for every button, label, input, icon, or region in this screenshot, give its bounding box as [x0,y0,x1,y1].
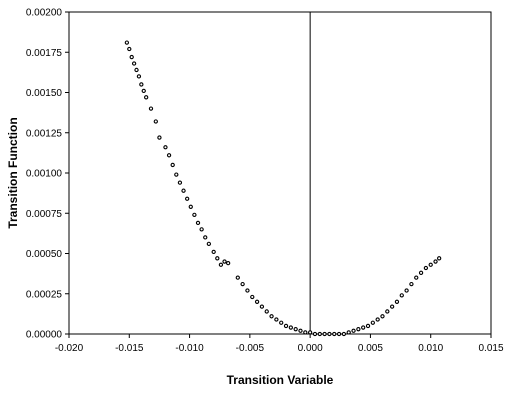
data-point [414,275,419,280]
data-point [218,262,224,267]
data-point [433,259,438,264]
data-point [188,204,193,209]
data-point [163,145,168,150]
data-point [144,95,149,100]
data-point [332,331,337,337]
data-point [361,325,366,330]
data-point [356,327,361,332]
data-point [124,40,130,45]
y-tick-label: 0.00025 [26,289,63,300]
y-tick-label: 0.00200 [26,8,63,19]
data-point [380,314,385,319]
data-point [226,261,231,266]
data-point [389,304,395,309]
x-tick-label: -0.005 [236,343,265,354]
data-point [181,188,186,193]
y-tick-label: 0.00175 [26,48,63,59]
data-point [409,281,414,287]
data-point [336,331,342,337]
x-tick-label: 0.015 [478,343,503,354]
data-point [385,309,390,314]
y-tick-label: 0.00100 [26,169,63,180]
data-point [399,293,404,298]
x-tick-label: -0.010 [175,343,204,354]
data-point [312,331,318,337]
data-point [250,294,255,300]
data-point [185,196,190,201]
x-axis-title: Transition Variable [227,373,334,387]
data-point [428,262,433,267]
data-point [341,331,347,337]
data-point [307,330,313,335]
data-point [322,331,327,337]
data-point [174,172,179,177]
data-point [131,61,137,66]
x-tick-label: -0.015 [115,343,144,354]
data-point [222,259,227,264]
data-point [139,82,144,87]
y-axis-ticks: 0.00000 0.00025 0.00050 0.00075 0.00100 0.001… [26,8,69,341]
data-point [404,288,409,293]
data-point [127,46,132,52]
data-point [192,212,197,218]
data-point [283,323,289,329]
data-point [170,162,175,168]
data-point [418,270,424,275]
y-tick-label: 0.00150 [26,88,63,99]
data-point [153,119,158,124]
data-point [288,325,294,330]
x-tick-label: 0.005 [358,343,383,354]
x-tick-label: -0.020 [55,343,84,354]
data-point [394,299,400,304]
x-axis-ticks: -0.020 -0.015 -0.010 -0.005 0.000 0.005 0.010 0… [55,334,504,354]
data-point [136,74,142,79]
data-point [264,309,269,314]
data-point [211,249,216,255]
data-point [298,328,303,333]
data-point [327,331,332,337]
y-tick-label: 0.00075 [26,209,63,220]
data-point [346,330,351,335]
data-points [124,40,442,337]
data-point [259,304,265,309]
data-point [317,331,322,337]
data-point [129,54,134,60]
data-point [365,323,371,329]
y-tick-label: 0.00000 [26,330,63,341]
y-tick-label: 0.00125 [26,128,63,139]
y-axis-title: Transition Function [6,117,20,228]
data-point [254,299,260,304]
y-tick-label: 0.00050 [26,249,63,260]
data-point [245,288,250,293]
plot-area [68,11,492,335]
data-point [240,281,245,287]
data-point [274,317,279,322]
data-point [148,106,154,111]
data-point [370,320,375,325]
data-point [351,328,356,333]
data-point [279,320,284,325]
data-point [157,135,162,140]
x-tick-label: 0.000 [298,343,323,354]
data-point [235,275,240,280]
data-point [269,314,274,319]
data-point [303,330,308,335]
data-point [134,67,139,73]
data-point [437,256,442,261]
data-point [166,153,172,158]
data-point [177,180,183,185]
data-point [195,220,201,226]
data-point [141,88,146,94]
x-tick-label: 0.010 [418,343,443,354]
data-point [203,235,208,240]
data-point [206,241,212,246]
data-point [199,227,204,232]
data-point [423,265,429,271]
data-point [293,327,298,332]
data-point [215,256,220,261]
data-point [375,317,380,322]
